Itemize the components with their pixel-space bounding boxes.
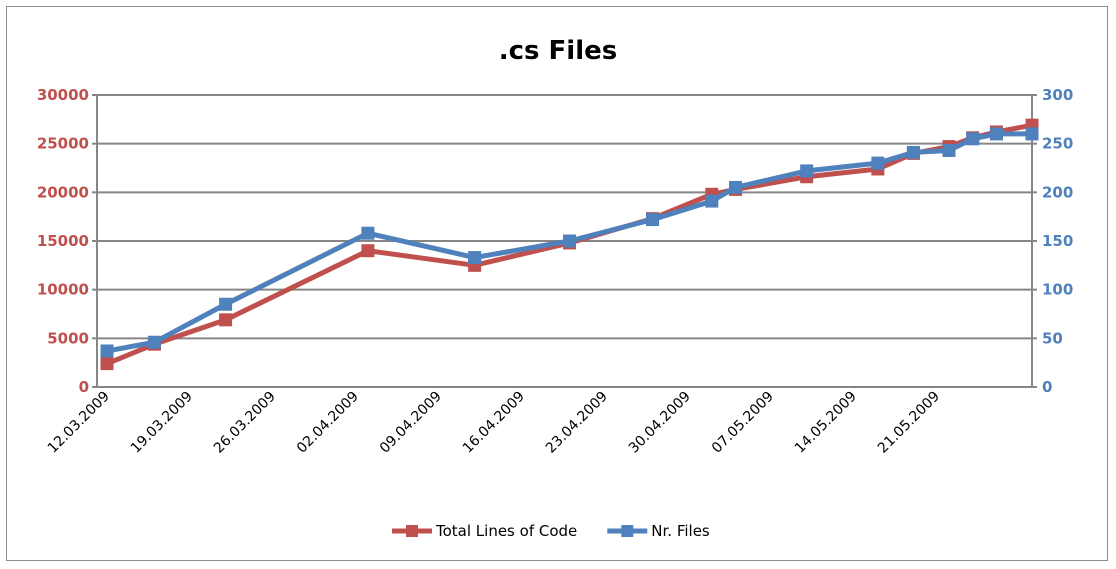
y-right-tick-label: 50 — [1042, 329, 1063, 347]
grid-layer — [97, 94, 1032, 340]
data-point-marker — [646, 213, 660, 227]
data-point-marker — [800, 164, 814, 178]
data-point-marker — [906, 145, 920, 159]
chart-svg: .cs Files 050001000015000200002500030000… — [37, 36, 1074, 540]
legend: Total Lines of Code Nr. Files — [392, 522, 710, 540]
y-left-tick-label: 20000 — [37, 183, 89, 201]
y-right-tick-label: 150 — [1042, 232, 1073, 250]
x-tick-label: 14.05.2009 — [792, 389, 860, 457]
data-point-marker — [871, 156, 885, 170]
data-point-marker — [729, 180, 743, 194]
y-right-tick-label: 100 — [1042, 281, 1073, 299]
x-tick-label: 23.04.2009 — [543, 389, 611, 457]
y-left-tick-label: 30000 — [37, 86, 89, 104]
data-point-marker — [100, 357, 114, 371]
data-point-marker — [219, 313, 233, 327]
x-tick-label: 19.03.2009 — [128, 389, 196, 457]
x-tick-label: 26.03.2009 — [211, 389, 279, 457]
data-point-marker — [219, 297, 233, 311]
data-point-marker — [361, 244, 375, 258]
data-point-marker — [100, 344, 114, 358]
y-right-tick-label: 200 — [1042, 183, 1073, 201]
data-point-marker — [966, 132, 980, 146]
legend-item: Nr. Files — [607, 522, 710, 540]
legend-swatch-marker — [406, 525, 418, 537]
x-tick-label: 09.04.2009 — [377, 389, 445, 457]
legend-item: Total Lines of Code — [392, 522, 577, 540]
x-tick-label: 02.04.2009 — [294, 389, 362, 457]
x-tick-label: 12.03.2009 — [45, 389, 113, 457]
y-left-tick-label: 10000 — [37, 281, 89, 299]
data-point-marker — [1025, 127, 1039, 141]
legend-swatch-marker — [621, 525, 634, 537]
data-point-marker — [468, 251, 482, 265]
x-tick-label: 16.04.2009 — [460, 389, 528, 457]
chart-frame: .cs Files 0 5000 10000 15000 20000 25000 30000… — [6, 6, 1108, 561]
y-left-tick-label: 0 — [79, 378, 89, 396]
y-right-tick-label: 0 — [1042, 378, 1052, 396]
legend-label: Nr. Files — [651, 522, 710, 540]
axis-layer: 0 5000 10000 15000 20000 25000 30000 0 50 100 150 2… — [37, 86, 1074, 457]
data-point-marker — [942, 143, 956, 157]
series-line — [106, 131, 1032, 354]
data-point-marker — [989, 127, 1003, 141]
data-point-marker — [147, 335, 161, 349]
x-tick-label: 07.05.2009 — [709, 389, 777, 457]
series-layer — [100, 118, 1039, 371]
data-point-marker — [361, 226, 375, 240]
y-left-tick-label: 25000 — [37, 135, 89, 153]
y-left-tick-label: 15000 — [37, 232, 89, 250]
x-tick-label: 21.05.2009 — [875, 389, 943, 457]
y-right-tick-label: 300 — [1042, 86, 1073, 104]
y-right-tick-label: 250 — [1042, 135, 1073, 153]
data-point-marker — [563, 234, 576, 248]
y-left-tick-label: 5000 — [47, 329, 89, 347]
data-point-marker — [705, 194, 719, 208]
chart-title: .cs Files — [499, 36, 618, 66]
x-tick-label: 30.04.2009 — [626, 389, 694, 457]
legend-label: Total Lines of Code — [435, 522, 577, 540]
